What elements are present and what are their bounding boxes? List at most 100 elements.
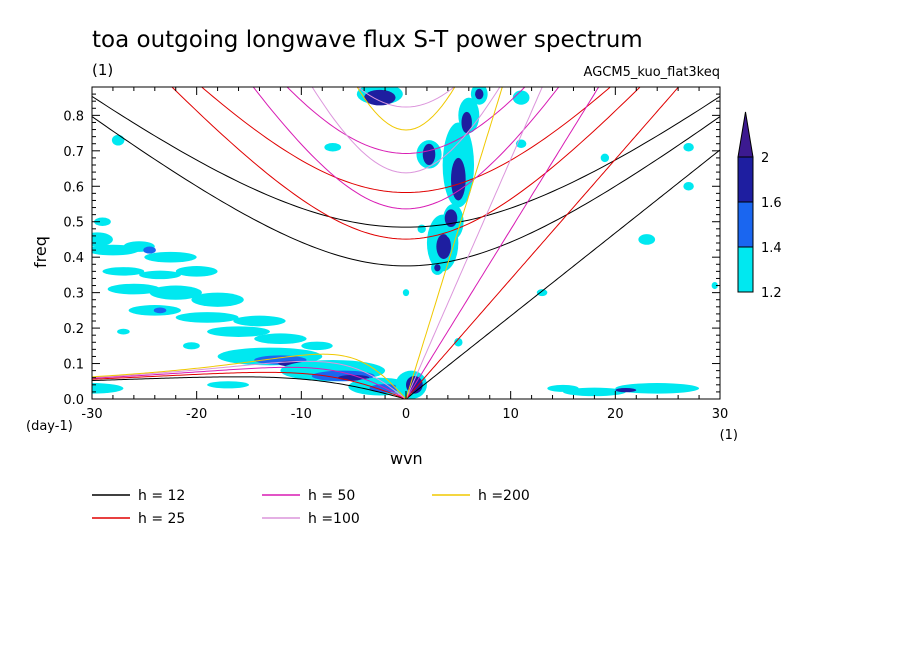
y-tick-label: 0.6 <box>63 180 84 195</box>
y-axis-label: freq <box>31 236 50 268</box>
rossby-curve-h100 <box>92 360 407 399</box>
spectral-peak-29 <box>92 383 124 394</box>
x-tick-label: 20 <box>607 407 624 422</box>
spectral-peak-46 <box>475 88 484 100</box>
spectral-peak-52 <box>536 289 548 297</box>
spectral-peak-4 <box>144 251 197 263</box>
plot-frame <box>91 86 721 400</box>
spectral-peak-53 <box>563 387 626 397</box>
kelvin-curve-h12 <box>405 149 720 399</box>
spectral-peak-32 <box>183 342 200 350</box>
x-tick-label: 10 <box>502 407 519 422</box>
colorbar-label: 2 <box>761 151 769 166</box>
wig2-curve-h12 <box>92 95 720 228</box>
spectral-peak-56 <box>547 384 579 392</box>
y-tick-label: 0.2 <box>63 322 84 337</box>
spectral-peak-3 <box>143 246 156 254</box>
spectral-peak-61 <box>454 338 463 347</box>
wig2-curve-h50 <box>286 87 526 154</box>
colorbar-label: 1.6 <box>761 196 782 211</box>
spectral-peak-57 <box>638 234 656 245</box>
x-unit-label: (1) <box>720 428 738 443</box>
colorbar-label: 1.2 <box>761 286 782 301</box>
spectral-peak-40 <box>451 157 466 201</box>
legend-label-h12: h = 12 <box>138 488 185 504</box>
rossby-curve-h50 <box>92 366 407 399</box>
spectral-peak-54 <box>615 383 700 394</box>
y-tick-label: 0.5 <box>63 216 84 231</box>
spectral-peak-6 <box>102 267 145 276</box>
kelvin-curve-h25 <box>405 87 680 399</box>
spectral-peak-38 <box>436 234 452 259</box>
legend-label-h25: h = 25 <box>138 511 185 527</box>
spectral-peak-51 <box>512 90 530 105</box>
colorbar-arrow <box>737 111 754 158</box>
axis-ticks: -30 -20 -10 0 10 20 30 0.0 0.1 0.2 0.3 0.4 0.5 0.6 0.7… <box>63 87 728 422</box>
spectral-peak-63 <box>324 143 342 152</box>
rossby-curve-h25 <box>92 371 407 399</box>
chart-subtitle: (1) <box>92 61 113 79</box>
colorbar: 1.2 1.4 1.6 2 <box>737 111 782 301</box>
wig1-curve-h12 <box>92 116 720 267</box>
y-tick-label: 0.0 <box>63 393 84 408</box>
kelvin-curve-h100 <box>405 87 543 399</box>
spectral-peak-0 <box>92 232 113 247</box>
spectral-peak-34 <box>364 89 396 106</box>
colorbar-segment <box>737 246 754 293</box>
spectral-peak-18 <box>301 341 333 351</box>
x-axis-label: wvn <box>390 449 423 468</box>
colorbar-label: 1.4 <box>761 241 782 256</box>
wig1-curve-h200 <box>356 87 456 131</box>
legend-label-h200: h =200 <box>478 488 530 504</box>
spectral-peak-65 <box>711 282 718 290</box>
spectral-peak-50 <box>402 289 410 297</box>
spectral-peak-5 <box>175 266 218 277</box>
chart-title: toa outgoing longwave flux S-T power spe… <box>92 27 643 53</box>
rossby-curve-h200 <box>92 353 407 399</box>
wig2-curve-h100 <box>357 87 455 108</box>
spectral-peak-62 <box>600 153 610 163</box>
y-tick-label: 0.4 <box>63 251 84 266</box>
x-tick-label: 30 <box>712 407 729 422</box>
wig2-curve-h25 <box>200 87 612 194</box>
spectral-peak-49 <box>417 224 426 234</box>
colorbar-segment <box>737 201 754 248</box>
spectral-peak-10 <box>149 285 202 300</box>
spectral-peak-9 <box>107 283 161 295</box>
y-tick-label: 0.1 <box>63 358 84 373</box>
spectral-peak-59 <box>683 143 694 152</box>
dispersion-curves <box>92 87 720 399</box>
spectral-peak-58 <box>683 182 694 191</box>
kelvin-curve-h50 <box>405 87 600 399</box>
y-tick-label: 0.3 <box>63 287 84 302</box>
spectrum-contours <box>92 87 718 399</box>
legend-label-h100: h =100 <box>308 511 360 527</box>
spectral-peak-48 <box>434 264 441 272</box>
legend: h = 12 h = 25 h = 50 h =100 h =200 <box>92 488 530 527</box>
wig1-curve-h25 <box>171 87 641 240</box>
spectral-peak-44 <box>461 111 472 134</box>
y-tick-label: 0.8 <box>63 109 84 124</box>
wig1-curve-h100 <box>311 87 501 174</box>
spectral-peak-36 <box>422 143 436 165</box>
spectral-peak-11 <box>191 292 244 307</box>
model-label: AGCM5_kuo_flat3keq <box>584 65 720 80</box>
y-unit-label: (day-1) <box>26 419 73 434</box>
spectral-peak-7 <box>94 217 111 226</box>
colorbar-segment <box>737 156 754 203</box>
y-tick-label: 0.7 <box>63 145 84 160</box>
spectral-peak-31 <box>117 328 130 335</box>
spectral-peak-17 <box>254 333 307 345</box>
spectral-peak-13 <box>153 307 167 314</box>
spectral-peak-55 <box>615 388 637 393</box>
spectral-peak-8 <box>111 134 125 146</box>
legend-label-h50: h = 50 <box>308 488 355 504</box>
kelvin-curve-h200 <box>405 87 503 399</box>
x-tick-label: 0 <box>402 407 410 422</box>
spectral-peak-16 <box>207 326 270 337</box>
x-tick-label: -10 <box>291 407 312 422</box>
spectral-peak-14 <box>175 312 239 323</box>
spectral-peak-30 <box>207 381 249 389</box>
spectral-peak-15 <box>233 315 286 327</box>
